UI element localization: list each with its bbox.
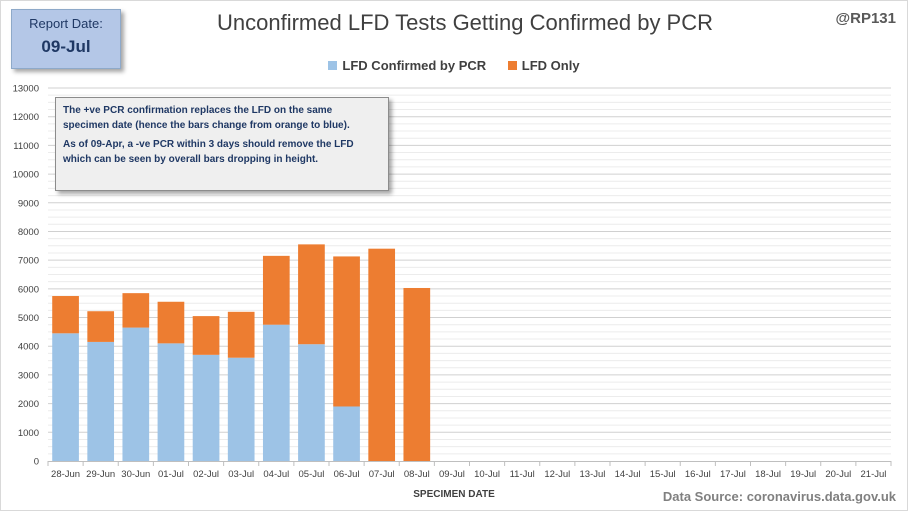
y-tick-label: 12000 bbox=[13, 112, 39, 123]
bar-lfd-only bbox=[368, 248, 396, 461]
bar-confirmed-by-pcr bbox=[192, 354, 220, 461]
report-date-value: 09-Jul bbox=[41, 37, 91, 56]
y-tick-label: 10000 bbox=[13, 170, 39, 181]
x-tick-label: 30-Jun bbox=[121, 469, 150, 480]
x-tick-label: 28-Jun bbox=[51, 469, 80, 480]
y-tick-label: 7000 bbox=[18, 256, 39, 267]
x-tick-label: 12-Jul bbox=[544, 469, 570, 480]
bar-lfd-only bbox=[262, 255, 290, 325]
bar-confirmed-by-pcr bbox=[52, 333, 79, 461]
x-tick-label: 13-Jul bbox=[580, 469, 606, 480]
chart-title: Unconfirmed LFD Tests Getting Confirmed … bbox=[217, 10, 713, 35]
x-tick-label: 17-Jul bbox=[720, 469, 746, 480]
x-tick-label: 15-Jul bbox=[650, 469, 676, 480]
x-tick-label: 10-Jul bbox=[474, 469, 500, 480]
legend-swatch-confirmed bbox=[328, 61, 338, 70]
bar-lfd-only bbox=[333, 256, 360, 407]
y-tick-label: 0 bbox=[34, 457, 39, 468]
annotation-box: The +ve PCR confirmation replaces the LF… bbox=[55, 97, 389, 191]
x-tick-label: 07-Jul bbox=[369, 469, 395, 480]
bar-lfd-only bbox=[298, 244, 325, 345]
legend-entry-confirmed: LFD Confirmed by PCR bbox=[328, 58, 486, 73]
x-tick-label: 08-Jul bbox=[404, 469, 430, 480]
y-tick-label: 9000 bbox=[18, 198, 39, 209]
y-tick-label: 4000 bbox=[18, 342, 39, 353]
x-tick-label: 20-Jul bbox=[825, 469, 851, 480]
legend-entry-lfd-only: LFD Only bbox=[507, 58, 580, 73]
bar-confirmed-by-pcr bbox=[157, 343, 185, 461]
bar-confirmed-by-pcr bbox=[333, 406, 360, 461]
x-tick-label: 18-Jul bbox=[755, 469, 781, 480]
annotation-text-1: The +ve PCR confirmation replaces the LF… bbox=[63, 105, 350, 131]
x-tick-label: 09-Jul bbox=[439, 469, 465, 480]
bar-lfd-only bbox=[227, 311, 255, 358]
bar-lfd-only bbox=[122, 293, 150, 328]
y-tick-label: 2000 bbox=[18, 399, 39, 410]
bar-lfd-only bbox=[403, 287, 431, 461]
y-tick-label: 8000 bbox=[18, 227, 39, 238]
y-tick-label: 3000 bbox=[18, 370, 39, 381]
x-tick-label: 03-Jul bbox=[228, 469, 254, 480]
x-tick-label: 21-Jul bbox=[861, 469, 887, 480]
x-tick-label: 11-Jul bbox=[510, 469, 535, 480]
x-tick-label: 01-Jul bbox=[158, 469, 184, 480]
y-tick-label: 6000 bbox=[18, 284, 39, 295]
x-tick-label: 14-Jul bbox=[615, 469, 641, 480]
x-tick-label: 04-Jul bbox=[263, 469, 289, 480]
x-tick-label: 16-Jul bbox=[685, 469, 711, 480]
bar-confirmed-by-pcr bbox=[298, 344, 325, 461]
bar-lfd-only bbox=[157, 301, 185, 344]
x-tick-label: 06-Jul bbox=[334, 469, 360, 480]
legend: LFD Confirmed by PCR LFD Only bbox=[0, 58, 908, 73]
y-tick-label: 13000 bbox=[13, 84, 39, 95]
data-source: Data Source: coronavirus.data.gov.uk bbox=[662, 489, 896, 504]
x-axis-title: SPECIMEN DATE bbox=[413, 489, 495, 500]
y-tick-label: 11000 bbox=[13, 141, 39, 152]
author-handle: @RP131 bbox=[835, 10, 897, 27]
x-tick-label: 02-Jul bbox=[193, 469, 219, 480]
bar-lfd-only bbox=[87, 311, 115, 342]
x-tick-label: 05-Jul bbox=[299, 469, 325, 480]
legend-swatch-lfd-only bbox=[507, 61, 517, 70]
legend-label-confirmed: LFD Confirmed by PCR bbox=[342, 58, 487, 73]
report-date-box: Report Date: 09-Jul bbox=[11, 9, 121, 69]
report-date-label: Report Date: bbox=[29, 16, 103, 31]
y-tick-label: 1000 bbox=[18, 428, 39, 439]
bar-lfd-only bbox=[52, 296, 79, 334]
y-tick-label: 5000 bbox=[18, 313, 39, 324]
x-tick-label: 29-Jun bbox=[86, 469, 115, 480]
bar-lfd-only bbox=[192, 316, 220, 355]
bar-confirmed-by-pcr bbox=[227, 357, 255, 461]
x-tick-label: 19-Jul bbox=[790, 469, 816, 480]
bar-confirmed-by-pcr bbox=[262, 324, 290, 461]
annotation-text-2: As of 09-Apr, a -ve PCR within 3 days sh… bbox=[63, 139, 354, 165]
legend-label-lfd-only: LFD Only bbox=[521, 58, 580, 73]
bar-confirmed-by-pcr bbox=[122, 327, 150, 461]
bar-confirmed-by-pcr bbox=[87, 341, 115, 461]
